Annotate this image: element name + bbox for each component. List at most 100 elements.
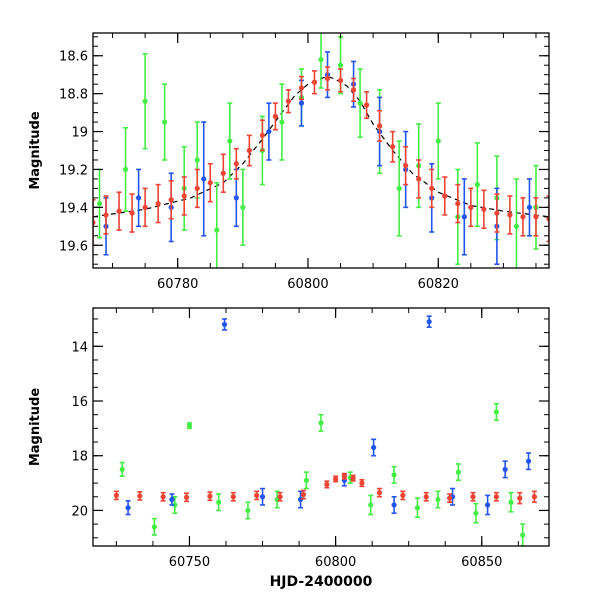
data-point	[155, 200, 161, 207]
data-point	[337, 77, 344, 83]
data-point	[214, 227, 220, 233]
y-axis-label: Magnitude	[28, 111, 43, 190]
data-point	[525, 458, 532, 464]
y-tick-label: 14	[71, 340, 88, 355]
x-tick-label: 60750	[169, 555, 210, 570]
data-point	[533, 214, 539, 220]
data-point	[468, 204, 474, 210]
data-point	[207, 180, 213, 186]
data-point	[137, 493, 143, 499]
data-point	[461, 214, 467, 220]
data-point	[233, 161, 239, 167]
series-0	[119, 402, 526, 546]
data-point	[390, 144, 396, 150]
data-point	[391, 502, 397, 508]
data-point	[318, 56, 324, 63]
data-point	[324, 75, 331, 82]
plot-frame	[92, 307, 550, 547]
data-point	[391, 472, 397, 478]
data-point	[266, 128, 272, 135]
data-point	[447, 495, 453, 501]
data-point	[429, 185, 435, 192]
data-point	[470, 494, 476, 500]
data-point	[526, 204, 533, 210]
x-tick-label: 60800	[315, 555, 356, 570]
data-point	[298, 100, 305, 106]
data-point	[368, 502, 374, 508]
data-point	[513, 223, 520, 229]
data-point	[364, 102, 370, 108]
model-curve	[93, 75, 549, 218]
data-point	[259, 494, 266, 500]
data-point	[172, 502, 178, 508]
data-point	[350, 475, 356, 481]
y-tick-label: 19.4	[59, 201, 88, 216]
x-axis-label: HJD-2400000	[270, 574, 373, 590]
data-point	[520, 532, 526, 538]
data-point	[502, 466, 508, 473]
y-axis-label: Magnitude	[28, 388, 43, 467]
data-point	[371, 444, 377, 451]
data-point	[455, 200, 461, 207]
data-point	[116, 208, 122, 214]
data-point	[162, 119, 168, 125]
data-point	[142, 204, 148, 210]
data-point	[227, 138, 233, 144]
top-panel-zoomed-light-curve: 60780 60800 60820 18.6 18.8 19 19.2 19.4 19.6 Mag…	[28, 32, 550, 292]
data-point	[403, 163, 409, 169]
data-point	[169, 496, 175, 503]
data-point	[485, 502, 491, 508]
x-tick-label: 60820	[418, 277, 459, 292]
data-point	[416, 176, 422, 182]
data-point	[508, 499, 514, 505]
data-point	[168, 197, 174, 203]
data-point	[129, 210, 135, 216]
data-point	[277, 494, 283, 500]
data-point	[186, 423, 193, 429]
data-point	[279, 119, 285, 125]
data-point	[435, 496, 441, 503]
data-point	[481, 206, 487, 212]
data-point	[426, 319, 432, 325]
y-tick-label: 19	[71, 126, 88, 141]
data-point	[473, 510, 479, 516]
data-point	[119, 466, 125, 473]
data-point	[303, 477, 309, 483]
data-point	[181, 193, 187, 199]
data-point	[435, 138, 441, 144]
data-point	[220, 170, 226, 176]
data-point	[272, 113, 278, 119]
series-1	[103, 51, 533, 266]
data-point	[221, 321, 228, 328]
data-point	[194, 157, 200, 163]
data-point	[194, 185, 200, 192]
data-point	[423, 494, 429, 500]
y-tick-label: 19.6	[59, 239, 88, 254]
data-point	[507, 212, 513, 218]
bottom-panel-full-light-curve: 60750 60800 60850 14 16 18 20 Magnitude HJD-2400…	[28, 307, 550, 590]
data-point	[318, 420, 324, 426]
data-point	[520, 214, 526, 220]
series-2	[113, 472, 537, 505]
data-point	[376, 490, 383, 496]
y-tick-label: 18.6	[59, 50, 88, 65]
data-point	[350, 87, 357, 93]
data-point	[531, 494, 537, 500]
data-point	[337, 62, 344, 68]
data-point	[285, 98, 292, 104]
y-tick-label: 19.2	[59, 163, 88, 178]
data-point	[142, 98, 148, 104]
data-point	[517, 495, 523, 501]
data-point	[493, 409, 499, 415]
data-point	[201, 176, 207, 182]
data-point	[259, 132, 265, 138]
y-tick-label: 18	[71, 450, 88, 465]
data-point	[333, 476, 339, 482]
data-point	[400, 492, 406, 498]
x-tick-label: 60780	[157, 277, 198, 292]
data-point	[414, 505, 421, 511]
data-point	[122, 166, 129, 173]
plot-area	[113, 315, 537, 546]
data-point	[311, 79, 318, 85]
